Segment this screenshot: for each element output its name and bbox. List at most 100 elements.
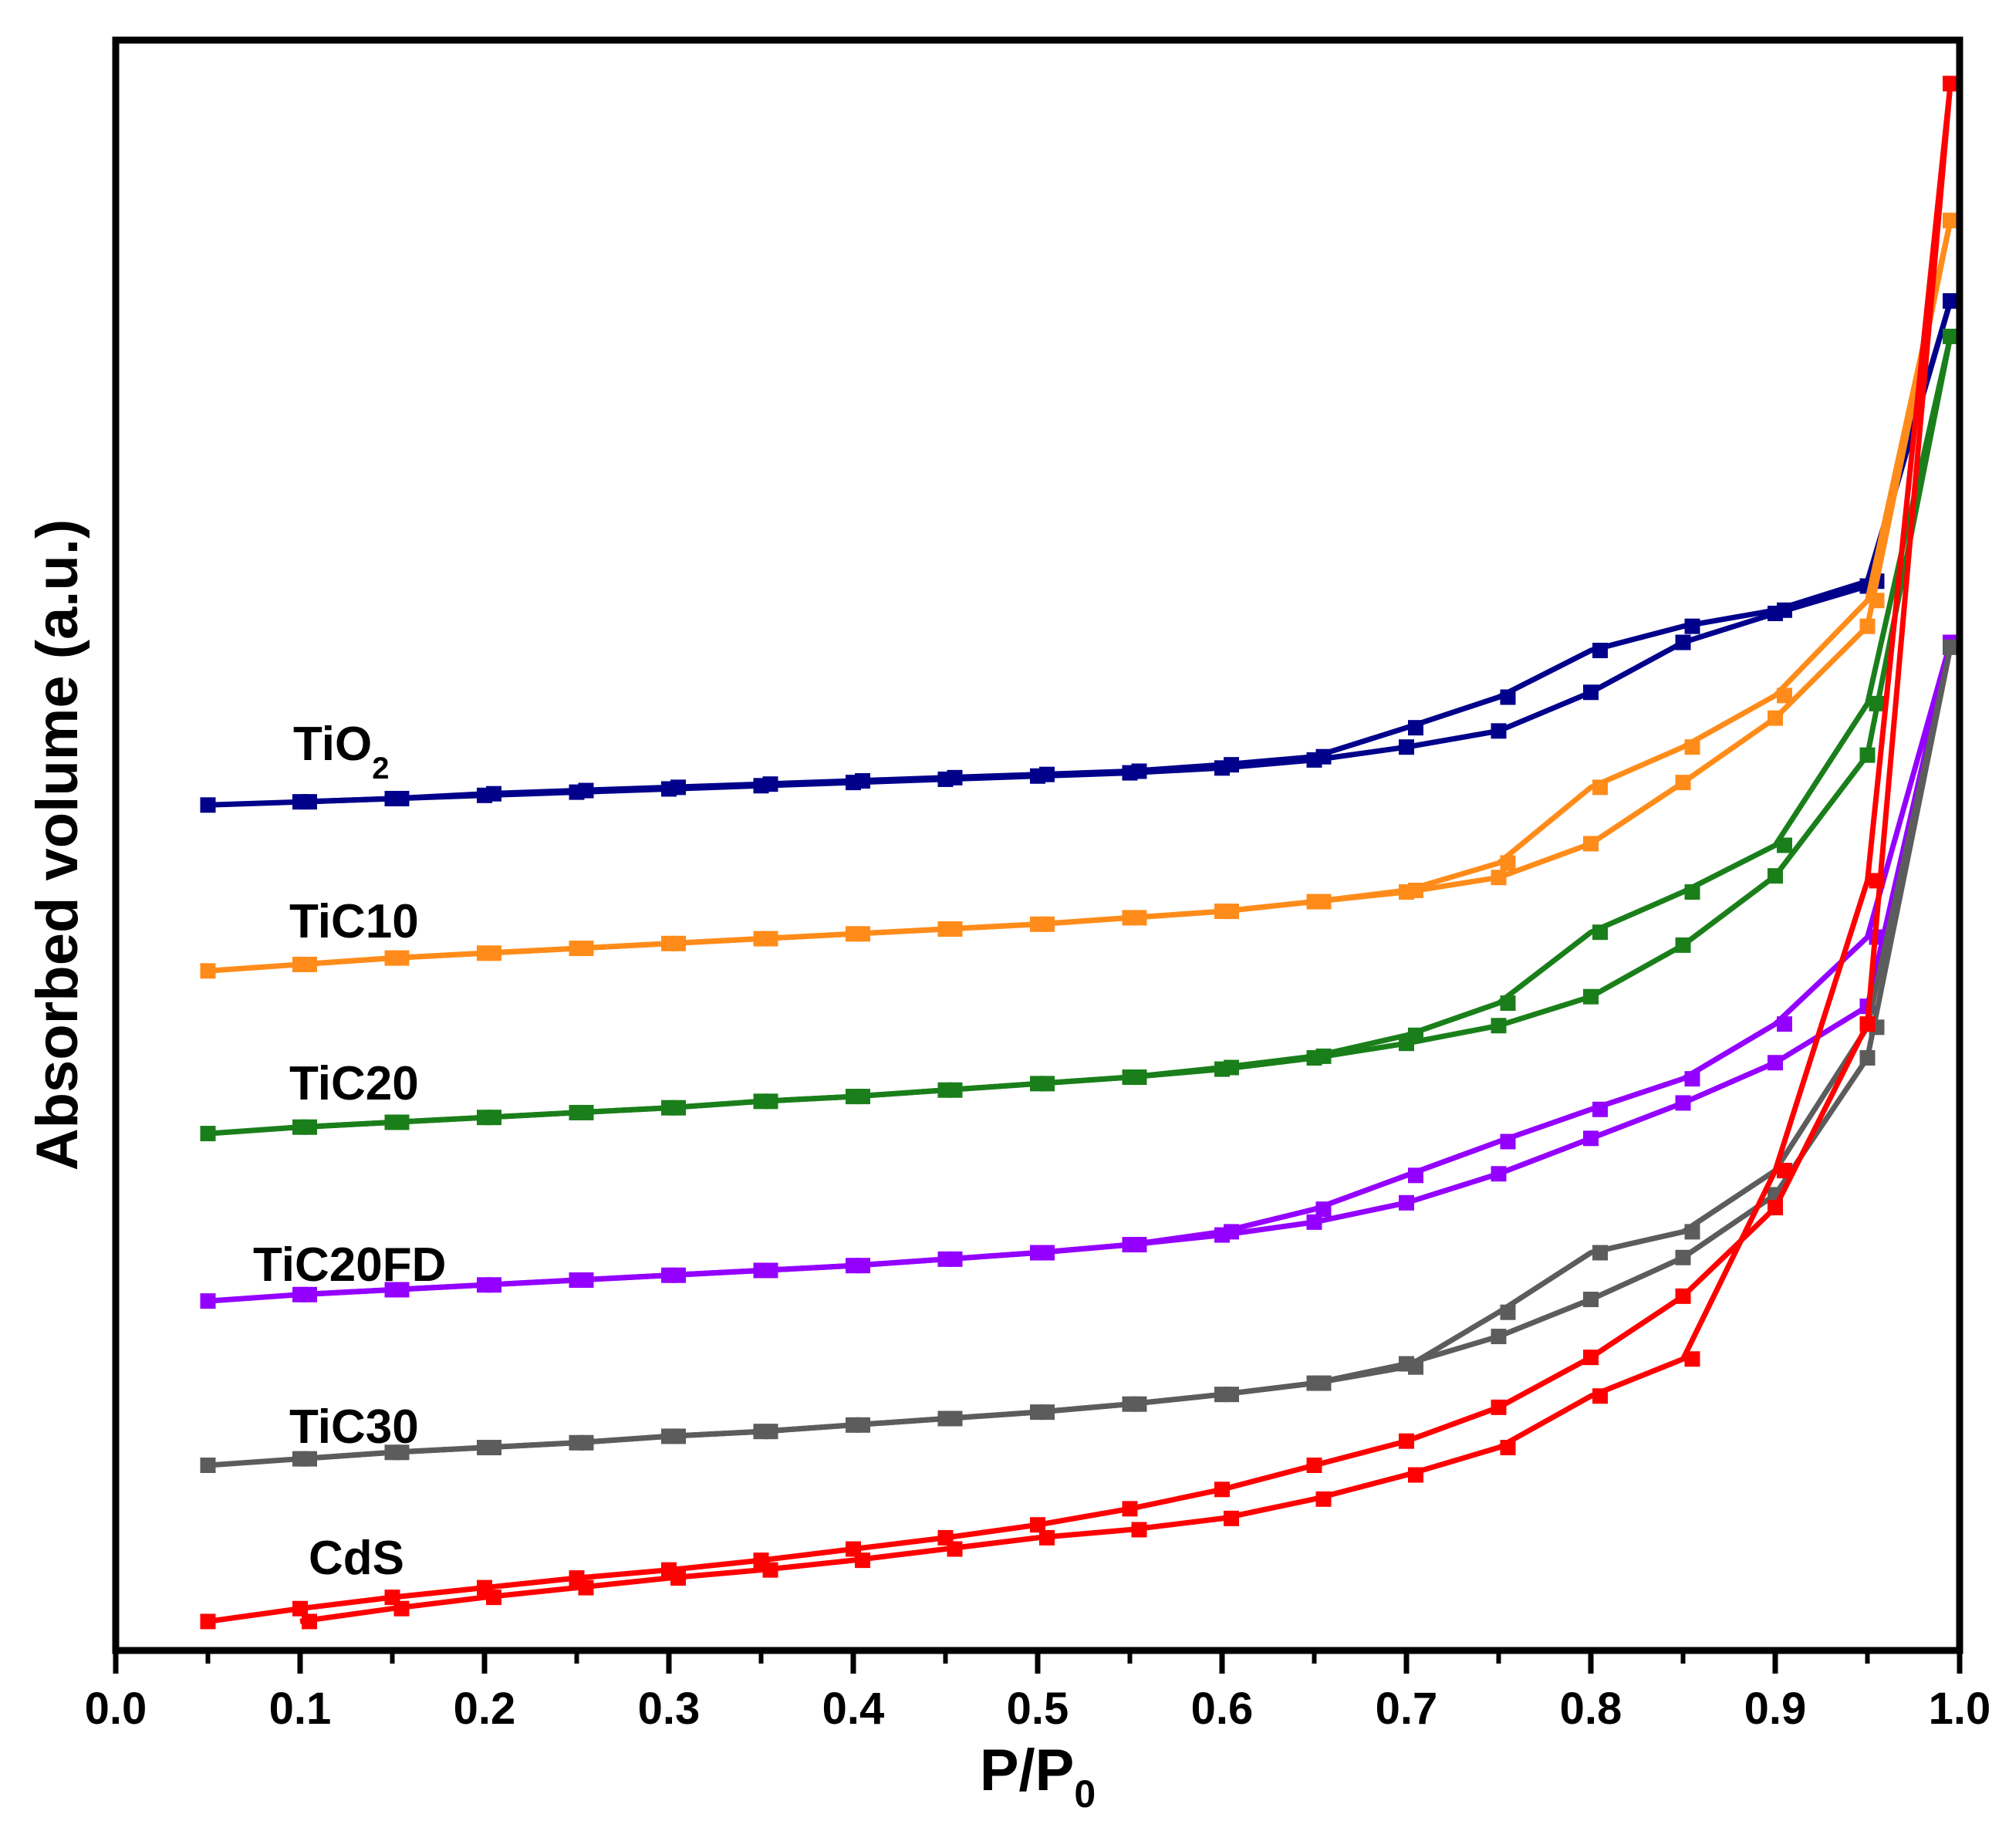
TiO2-adsorption-point <box>1491 723 1507 739</box>
series-label-TiO2: TiO2 <box>293 718 389 785</box>
TiO2-desorption-point <box>670 779 686 796</box>
TiC20-desorption-point <box>1592 924 1608 941</box>
CdS-adsorption-point <box>1675 1288 1691 1304</box>
CdS-desorption-point <box>486 1590 501 1606</box>
TiC10-desorption-point <box>1684 739 1700 755</box>
TiC20-desorption-point <box>1684 884 1700 900</box>
TiC20-adsorption-point <box>1768 868 1783 884</box>
TiC30-desorption-point <box>670 1428 686 1444</box>
TiC30-adsorption-point <box>1583 1292 1599 1308</box>
TiC20-adsorption-point <box>200 1126 216 1142</box>
TiC10-desorption-point <box>1500 855 1516 871</box>
TiC10-adsorption-point <box>1583 836 1599 852</box>
series-labels: TiO2 TiC10 TiC20 TiC20FD TiC30 CdS <box>253 718 446 1585</box>
TiO2-desorption-point <box>1777 602 1792 618</box>
TiC20FD-desorption-point <box>1500 1133 1516 1150</box>
CdS-desorption-point <box>1777 1163 1792 1179</box>
TiC30-adsorption-point <box>200 1457 216 1473</box>
TiC10-desorption-point <box>947 921 963 938</box>
TiC30-desorption-point <box>1592 1245 1608 1261</box>
TiC20FD-desorption-point <box>302 1286 317 1302</box>
x-tick-label: 1.0 <box>1929 1684 1991 1734</box>
TiC10-desorption-point <box>762 931 778 947</box>
TiC10-desorption-point <box>578 941 594 957</box>
TiC20-desorption-point <box>1315 1048 1332 1064</box>
TiC20FD-desorption-point <box>1131 1237 1147 1253</box>
TiC10-adsorption-line <box>208 219 1953 974</box>
CdS-desorption-point <box>1224 1510 1239 1526</box>
TiO2-desorption-point <box>1500 689 1516 705</box>
series-TiO2 <box>200 293 1959 813</box>
TiO2-adsorption-point <box>1583 684 1599 701</box>
TiC10-adsorption-point <box>1675 775 1691 791</box>
series-TiC10 <box>200 212 1959 979</box>
CdS-desorption-point <box>670 1570 686 1586</box>
TiO2-desorption-point <box>1943 293 1959 309</box>
TiC20FD-desorption-point <box>1408 1167 1423 1184</box>
TiC10-adsorption-point <box>1491 870 1507 886</box>
TiC20FD-adsorption-point <box>1491 1166 1507 1182</box>
CdS-desorption-point <box>1684 1351 1700 1367</box>
TiC30-desorption-point <box>1315 1375 1332 1391</box>
TiC20FD-desorption-point <box>1684 1071 1700 1087</box>
CdS-desorption-point <box>1500 1440 1516 1456</box>
TiC20FD-adsorption-point <box>1399 1194 1414 1211</box>
TiC10-desorption-point <box>486 945 501 961</box>
CdS-desorption-point <box>947 1541 963 1557</box>
TiC20-desorption-point <box>1408 1027 1423 1043</box>
TiC10-desorption-point <box>1039 916 1055 932</box>
x-tick-label: 0.0 <box>85 1684 147 1734</box>
TiC30-desorption-point <box>1500 1304 1516 1320</box>
series-label-TiC20: TiC20 <box>289 1057 419 1110</box>
CdS-adsorption-point <box>1491 1399 1507 1415</box>
TiC30-desorption-point <box>1943 639 1959 655</box>
TiC30-desorption-point <box>1224 1387 1239 1403</box>
series-label-main: CdS <box>309 1532 404 1585</box>
series-label-main: TiC20 <box>289 1057 419 1110</box>
TiO2-desorption-point <box>1592 642 1608 658</box>
TiO2-desorption-point <box>1315 748 1332 765</box>
x-tick-label: 0.6 <box>1191 1684 1254 1734</box>
CdS-desorption-line <box>299 83 1953 1624</box>
TiC20-desorption-point <box>670 1100 686 1116</box>
TiO2-desorption-point <box>1224 757 1239 773</box>
TiC20-desorption-point <box>855 1089 870 1105</box>
TiC20-desorption-point <box>578 1104 594 1120</box>
TiC20FD-desorption-line <box>299 641 1953 1298</box>
series-label-main: TiC30 <box>289 1400 419 1454</box>
TiC10-desorption-point <box>1777 688 1792 704</box>
CdS-desorption-point <box>1408 1467 1423 1483</box>
TiC10-desorption-point <box>1224 904 1239 920</box>
CdS-desorption-point <box>1131 1522 1147 1538</box>
CdS-adsorption-point <box>1399 1433 1414 1449</box>
TiO2-desorption-point <box>947 769 963 785</box>
TiC20FD-desorption-point <box>1592 1101 1608 1117</box>
TiO2-desorption-point <box>1684 618 1700 634</box>
TiC30-desorption-point <box>1408 1359 1423 1375</box>
x-tick-label: 0.3 <box>638 1684 701 1734</box>
CdS-adsorption-point <box>1768 1200 1783 1216</box>
x-tick-label: 0.4 <box>822 1684 885 1734</box>
TiC20FD-desorption-point <box>1224 1224 1239 1240</box>
TiC10-desorption-point <box>1592 779 1608 796</box>
TiC10-desorption-point <box>393 950 410 966</box>
x-tick-label: 0.5 <box>1007 1684 1069 1734</box>
TiC20FD-adsorption-point <box>1768 1055 1783 1071</box>
TiC30-desorption-point <box>762 1424 778 1440</box>
series-TiC20FD <box>200 634 1959 1309</box>
TiC30-desorption-point <box>1039 1404 1055 1421</box>
x-tick-label: 0.8 <box>1560 1684 1622 1734</box>
TiC20FD-adsorption-point <box>1583 1130 1599 1147</box>
TiC20-adsorption-point <box>1583 988 1599 1005</box>
TiC20-adsorption-point <box>1491 1018 1507 1034</box>
TiC20FD-desorption-point <box>855 1258 870 1274</box>
TiC30-desorption-point <box>393 1444 410 1461</box>
CdS-adsorption-point <box>292 1600 308 1617</box>
TiO2-desorption-point <box>302 794 317 810</box>
TiO2-adsorption-point <box>200 797 216 813</box>
TiC20-desorption-point <box>1777 837 1792 853</box>
TiC20FD-adsorption-point <box>1675 1095 1691 1111</box>
TiC10-desorption-line <box>299 219 1953 968</box>
series-TiC30 <box>200 639 1959 1473</box>
